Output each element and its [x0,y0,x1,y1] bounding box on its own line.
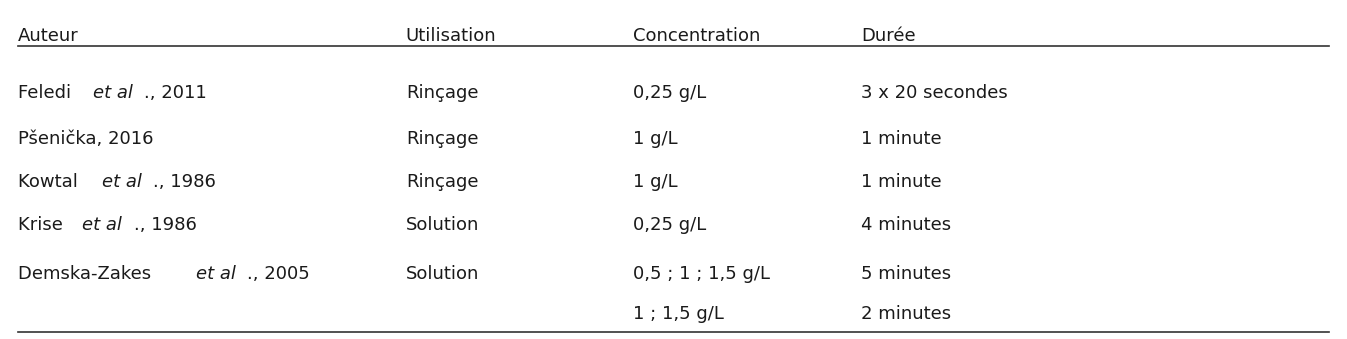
Text: Concentration: Concentration [633,27,761,45]
Text: Pšenička, 2016: Pšenička, 2016 [18,130,154,148]
Text: Rinçage: Rinçage [405,130,478,148]
Text: 1 minute: 1 minute [861,130,942,148]
Text: 1 minute: 1 minute [861,173,942,191]
Text: 0,5 ; 1 ; 1,5 g/L: 0,5 ; 1 ; 1,5 g/L [633,265,770,283]
Text: Kowtal: Kowtal [18,173,84,191]
Text: ., 2011: ., 2011 [144,83,207,101]
Text: 4 minutes: 4 minutes [861,216,951,234]
Text: Solution: Solution [405,216,480,234]
Text: et al: et al [93,83,133,101]
Text: Rinçage: Rinçage [405,173,478,191]
Text: 1 ; 1,5 g/L: 1 ; 1,5 g/L [633,305,725,323]
Text: Rinçage: Rinçage [405,83,478,101]
Text: Durée: Durée [861,27,916,45]
Text: Krise: Krise [18,216,69,234]
Text: Demska-Zakes: Demska-Zakes [18,265,156,283]
Text: et al: et al [195,265,236,283]
Text: Solution: Solution [405,265,480,283]
Text: 1 g/L: 1 g/L [633,173,678,191]
Text: Utilisation: Utilisation [405,27,497,45]
Text: 0,25 g/L: 0,25 g/L [633,83,707,101]
Text: ., 1986: ., 1986 [133,216,197,234]
Text: Feledi: Feledi [18,83,77,101]
Text: et al: et al [82,216,123,234]
Text: Auteur: Auteur [18,27,78,45]
Text: ., 1986: ., 1986 [152,173,216,191]
Text: 0,25 g/L: 0,25 g/L [633,216,707,234]
Text: 1 g/L: 1 g/L [633,130,678,148]
Text: et al: et al [102,173,141,191]
Text: ., 2005: ., 2005 [247,265,310,283]
Text: 3 x 20 secondes: 3 x 20 secondes [861,83,1008,101]
Text: 5 minutes: 5 minutes [861,265,951,283]
Text: 2 minutes: 2 minutes [861,305,951,323]
